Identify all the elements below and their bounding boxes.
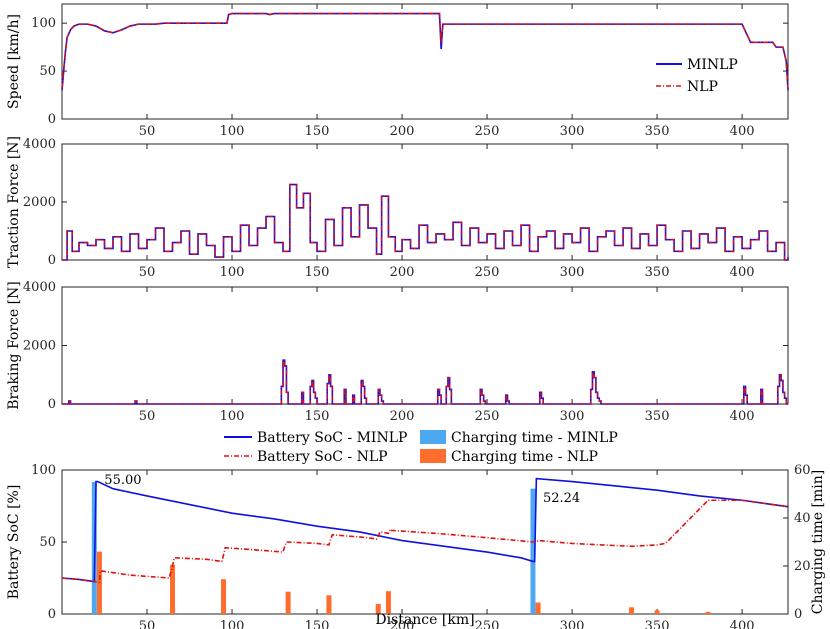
y-right-tick-label: 60 bbox=[794, 463, 811, 478]
x-tick-label: 150 bbox=[305, 619, 330, 629]
plot-frame bbox=[61, 143, 789, 261]
x-tick-label: 400 bbox=[730, 619, 755, 629]
x-tick-label: 300 bbox=[560, 124, 585, 139]
y-tick-label: 100 bbox=[31, 463, 56, 478]
y-axis-label: Speed [km/h] bbox=[6, 14, 22, 109]
charging-bar-minlp bbox=[530, 488, 536, 614]
charging-bar-nlp bbox=[654, 610, 660, 614]
legend-minlp-label: MINLP bbox=[687, 57, 738, 73]
y-tick-label: 4000 bbox=[23, 137, 56, 152]
x-axis-label: Distance [km] bbox=[375, 612, 474, 628]
x-tick-label: 200 bbox=[390, 124, 415, 139]
legend-soc-minlp-label: Battery SoC - MINLP bbox=[257, 430, 407, 446]
legend-charge-nlp-swatch bbox=[420, 449, 446, 463]
x-tick-label: 100 bbox=[220, 265, 245, 280]
series-nlp-line bbox=[62, 359, 788, 405]
panel-2 bbox=[61, 143, 789, 261]
panel-4 bbox=[61, 430, 789, 615]
y-tick-label: 50 bbox=[39, 64, 56, 79]
x-tick-label: 250 bbox=[475, 409, 500, 424]
charging-bar-nlp bbox=[705, 611, 711, 614]
x-tick-label: 250 bbox=[475, 619, 500, 629]
plot-frame bbox=[61, 3, 789, 120]
charging-bar-nlp bbox=[385, 591, 391, 614]
x-tick-label: 50 bbox=[139, 619, 156, 629]
charging-bar-nlp bbox=[285, 591, 291, 614]
series-minlp-line bbox=[62, 183, 789, 261]
x-tick-label: 200 bbox=[390, 409, 415, 424]
x-tick-label: 150 bbox=[305, 265, 330, 280]
charging-bar-nlp bbox=[170, 564, 176, 614]
y-tick-label: 2000 bbox=[23, 339, 56, 354]
y-right-axis-label: Charging time [min] bbox=[810, 470, 826, 614]
panel-1 bbox=[61, 3, 789, 120]
y-axis-label: Braking Force [N] bbox=[6, 281, 22, 410]
x-tick-label: 400 bbox=[730, 265, 755, 280]
x-tick-label: 250 bbox=[475, 124, 500, 139]
x-tick-label: 100 bbox=[220, 124, 245, 139]
y-tick-label: 0 bbox=[48, 253, 56, 268]
series-nlp-line bbox=[61, 12, 789, 89]
y-tick-label: 50 bbox=[39, 535, 56, 550]
y-right-tick-label: 0 bbox=[794, 607, 802, 622]
x-tick-label: 150 bbox=[305, 409, 330, 424]
charging-bar-nlp bbox=[375, 603, 381, 614]
legend-soc-nlp-label: Battery SoC - NLP bbox=[257, 449, 388, 465]
series-minlp-line bbox=[61, 477, 789, 583]
y-tick-label: 2000 bbox=[23, 195, 56, 210]
charging-bar-nlp bbox=[535, 602, 541, 614]
x-tick-label: 350 bbox=[645, 124, 670, 139]
legend-nlp-label: NLP bbox=[687, 79, 718, 95]
series-minlp-line bbox=[61, 12, 789, 91]
legend-charge-minlp-swatch bbox=[420, 430, 446, 444]
y-tick-label: 0 bbox=[48, 112, 56, 127]
x-tick-label: 400 bbox=[730, 409, 755, 424]
series-minlp-line bbox=[62, 359, 788, 405]
charging-time-annotation: 55.00 bbox=[104, 473, 141, 488]
y-tick-label: 100 bbox=[31, 16, 56, 31]
x-tick-label: 50 bbox=[139, 124, 156, 139]
x-tick-label: 150 bbox=[305, 124, 330, 139]
x-tick-label: 350 bbox=[645, 409, 670, 424]
x-tick-label: 100 bbox=[220, 409, 245, 424]
legend-charge-minlp-label: Charging time - MINLP bbox=[451, 430, 618, 446]
y-tick-label: 0 bbox=[48, 607, 56, 622]
x-tick-label: 250 bbox=[475, 265, 500, 280]
x-tick-label: 350 bbox=[645, 265, 670, 280]
x-tick-label: 100 bbox=[220, 619, 245, 629]
y-tick-label: 0 bbox=[48, 397, 56, 412]
x-tick-label: 50 bbox=[139, 265, 156, 280]
x-tick-label: 400 bbox=[730, 124, 755, 139]
plot-frame bbox=[61, 286, 789, 405]
charging-bar-nlp bbox=[326, 595, 332, 614]
series-nlp-line bbox=[61, 499, 789, 584]
y-tick-label: 4000 bbox=[23, 280, 56, 295]
x-tick-label: 300 bbox=[560, 619, 585, 629]
charging-bar-nlp bbox=[629, 607, 635, 614]
x-tick-label: 200 bbox=[390, 265, 415, 280]
legend-charge-nlp-label: Charging time - NLP bbox=[451, 449, 598, 465]
y-right-tick-label: 20 bbox=[794, 559, 811, 574]
charging-time-annotation: 52.24 bbox=[543, 491, 580, 506]
x-tick-label: 300 bbox=[560, 409, 585, 424]
y-axis-label: Traction Force [N] bbox=[6, 136, 22, 268]
charging-bar-nlp bbox=[221, 579, 227, 614]
series-nlp-line bbox=[62, 183, 789, 261]
x-tick-label: 350 bbox=[645, 619, 670, 629]
x-tick-label: 200 bbox=[390, 619, 415, 629]
y-right-tick-label: 40 bbox=[794, 511, 811, 526]
panel-3 bbox=[61, 286, 789, 405]
x-tick-label: 300 bbox=[560, 265, 585, 280]
x-tick-label: 50 bbox=[139, 409, 156, 424]
y-axis-label: Battery SoC [%] bbox=[6, 485, 22, 600]
